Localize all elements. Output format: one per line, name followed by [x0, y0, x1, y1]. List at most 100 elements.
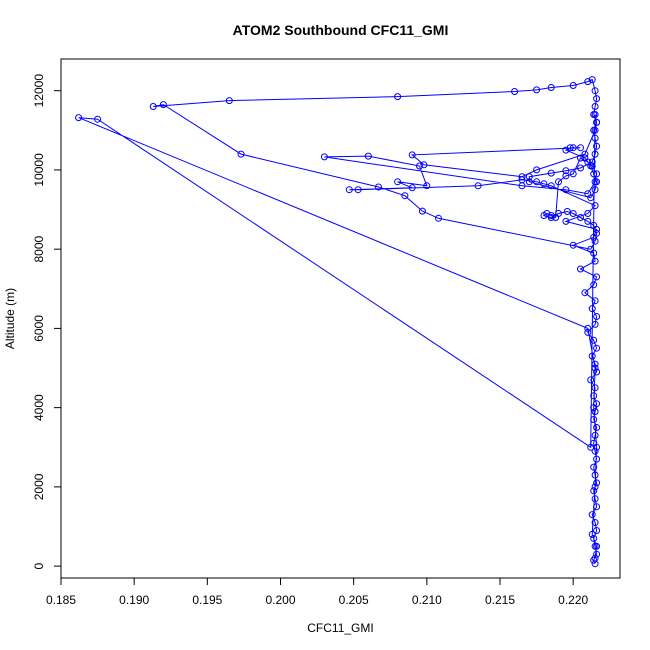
x-tick-label: 0.220: [558, 593, 588, 607]
data-point: [584, 210, 592, 217]
data-point: [590, 170, 598, 178]
data-point: [375, 183, 382, 191]
data-point: [525, 173, 533, 181]
y-tick-label: 10000: [32, 153, 46, 187]
data-point: [591, 471, 599, 479]
data-point: [562, 186, 570, 194]
data-point: [562, 217, 570, 225]
data-point: [577, 214, 584, 221]
data-point: [547, 214, 555, 221]
data-point: [569, 170, 577, 178]
data-point: [540, 180, 548, 188]
data-point: [590, 463, 598, 471]
data-point: [593, 178, 601, 186]
data-point: [593, 479, 601, 487]
data-point: [593, 424, 601, 431]
data-point: [588, 530, 596, 538]
data-point: [591, 384, 599, 392]
data-point: [345, 186, 353, 194]
data-point: [569, 144, 577, 152]
plot-frame: [60, 58, 621, 579]
data-point: [591, 186, 599, 194]
data-point: [591, 320, 599, 328]
data-point: [593, 273, 601, 281]
data-point: [581, 150, 589, 158]
data-point: [420, 161, 428, 169]
data-point: [590, 556, 598, 564]
data-point: [588, 305, 596, 313]
data-point: [75, 114, 83, 122]
data-point: [593, 503, 601, 511]
data-point: [562, 167, 570, 175]
data-point: [354, 186, 362, 194]
data-point: [435, 214, 442, 222]
data-point: [237, 150, 245, 158]
data-point: [408, 151, 416, 159]
x-tick-label: 0.200: [265, 593, 295, 607]
data-point: [591, 519, 599, 526]
data-point: [591, 431, 599, 439]
x-tick-label: 0.190: [119, 593, 149, 607]
y-tick-label: 6000: [32, 315, 46, 342]
data-point: [562, 172, 570, 180]
data-point: [591, 360, 599, 368]
data-point: [593, 455, 601, 463]
data-point: [593, 550, 601, 558]
data-point: [511, 88, 519, 95]
data-point: [569, 82, 577, 89]
data-point: [590, 416, 598, 423]
data-point: [591, 134, 599, 142]
y-tick-label: 2000: [32, 473, 46, 500]
data-point: [590, 392, 598, 400]
data-point: [149, 103, 157, 110]
y-tick-label: 4000: [32, 394, 46, 421]
data-point: [94, 115, 102, 123]
data-point: [588, 76, 596, 84]
data-point: [593, 229, 601, 237]
series-layer: [75, 76, 601, 568]
data-point: [591, 495, 599, 503]
data-point: [591, 554, 599, 562]
data-point: [540, 212, 548, 219]
y-tick-label: 12000: [32, 74, 46, 108]
data-point: [584, 328, 592, 336]
data-point: [518, 173, 526, 181]
data-point: [474, 182, 482, 190]
data-point: [225, 97, 233, 105]
data-point: [547, 182, 555, 190]
data-point: [591, 483, 599, 491]
data-point: [408, 184, 416, 192]
data-point: [584, 78, 592, 86]
x-axis: 0.185 0.190 0.195 0.200 0.205 0.210 0.215 0.220: [46, 577, 589, 607]
data-point: [591, 103, 599, 110]
data-point: [547, 84, 555, 91]
data-point: [588, 511, 596, 519]
data-point: [587, 162, 595, 170]
y-tick-label: 8000: [32, 235, 46, 262]
x-tick-label: 0.210: [412, 593, 442, 607]
data-point: [577, 144, 584, 152]
data-point: [593, 527, 601, 534]
data-point: [593, 344, 601, 352]
data-point: [581, 289, 589, 297]
data-point: [584, 324, 592, 332]
data-point: [547, 212, 555, 219]
data-point: [590, 281, 598, 289]
data-point: [590, 336, 598, 344]
chart-title: ATOM2 Southbound CFC11_GMI: [233, 22, 449, 38]
data-point: [591, 297, 599, 305]
data-point: [593, 95, 601, 103]
data-point: [394, 178, 402, 186]
x-tick-label: 0.185: [46, 593, 76, 607]
data-point: [590, 221, 598, 229]
data-point: [587, 376, 595, 384]
data-point: [423, 182, 431, 190]
data-point: [555, 210, 562, 217]
data-point: [394, 93, 402, 101]
y-axis: 0 2000 4000 6000 8000 10000 12000: [32, 74, 61, 569]
data-point: [593, 368, 601, 376]
y-axis-title: Altitude (m): [3, 288, 17, 349]
data-point: [577, 265, 584, 273]
data-point: [525, 178, 533, 186]
